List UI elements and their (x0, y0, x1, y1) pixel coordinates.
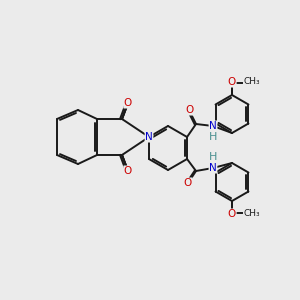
Text: CH₃: CH₃ (244, 209, 261, 218)
Text: O: O (228, 77, 236, 87)
Text: O: O (124, 98, 132, 108)
Text: N: N (209, 121, 217, 131)
Text: CH₃: CH₃ (244, 77, 261, 86)
Text: H: H (209, 132, 217, 142)
Text: H: H (209, 152, 217, 162)
Text: N: N (209, 163, 217, 173)
Text: O: O (228, 209, 236, 219)
Text: N: N (145, 132, 153, 142)
Text: O: O (124, 166, 132, 176)
Text: O: O (184, 178, 192, 188)
Text: O: O (185, 105, 193, 115)
